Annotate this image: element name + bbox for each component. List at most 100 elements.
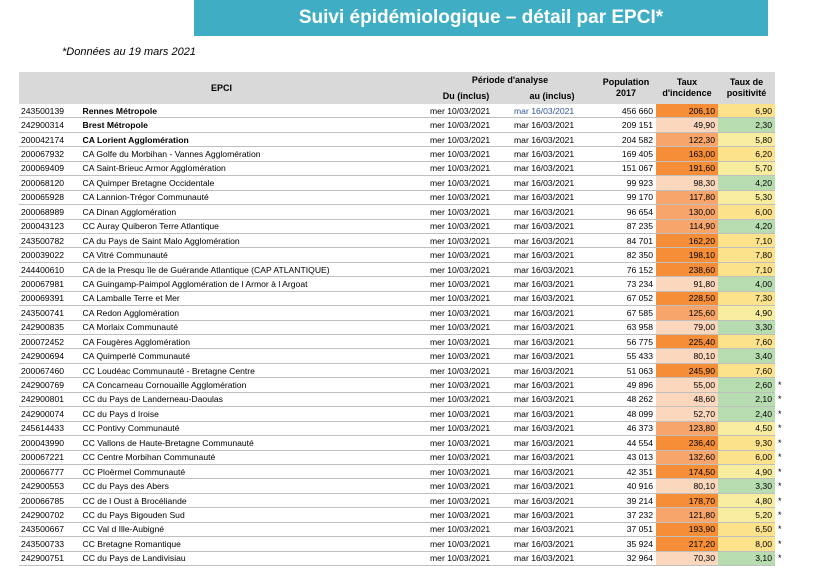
population-cell: 456 660 [596,104,656,119]
epci-code-cell: 245614433 [19,421,79,437]
date-du-cell: mer 10/03/2021 [424,392,508,408]
date-au-cell: mar 16/03/2021 [508,190,596,206]
population-cell: 67 585 [596,305,656,321]
star-marker-cell: * [778,408,782,419]
population-cell: 48 262 [596,392,656,408]
incidence-cell: 193,90 [656,522,718,538]
incidence-cell: 48,60 [656,392,718,408]
date-au-cell: mar 16/03/2021 [508,104,596,119]
date-du-cell: mer 10/03/2021 [424,305,508,321]
header-periode: Période d'analyse [424,72,596,89]
epci-name-cell: CA Guingamp-Paimpol Agglomération de l A… [78,276,424,292]
table-row: 243500667 CC Val d Ille-Aubigné mer 10/03/… [19,522,793,538]
table-row: 200069391 CA Lamballe Terre et Mer mer 10/… [19,291,793,307]
epci-code-cell: 200043123 [19,219,79,234]
star-marker-cell [775,306,793,320]
date-au-cell: mar 16/03/2021 [508,117,596,133]
population-cell: 51 063 [596,363,656,379]
positivity-cell: 6,00 [718,450,775,465]
epci-name-cell: CA Lorient Agglomération [78,132,424,148]
star-marker-cell: * [778,553,782,564]
table-row: 243500139 Rennes Métropole mer 10/03/2021 m… [19,104,793,119]
data-date-note: *Données au 19 mars 2021 [62,46,196,58]
date-au-cell: mar 16/03/2021 [508,478,596,494]
incidence-cell: 198,10 [656,247,718,263]
date-du-cell: mer 10/03/2021 [424,247,508,263]
date-du-cell: mer 10/03/2021 [424,464,508,480]
date-du-cell: mer 10/03/2021 [424,132,508,148]
positivity-cell: 7,60 [718,363,775,379]
epci-name-cell: CC Vallons de Haute-Bretagne Communauté [78,435,424,451]
date-du-cell: mer 10/03/2021 [424,536,508,552]
epci-name-cell: CC du Pays d Iroise [78,406,424,422]
date-au-cell: mar 16/03/2021 [508,305,596,321]
date-au-cell: mar 16/03/2021 [508,334,596,350]
epci-name-cell: CA Dinan Agglomération [78,204,424,220]
positivity-cell: 7,30 [718,291,775,307]
positivity-cell: 2,10 [718,392,775,408]
population-cell: 169 405 [596,146,656,162]
epci-name-cell: CA Saint-Brieuc Armor Agglomération [78,161,424,177]
date-du-cell: mer 10/03/2021 [424,175,508,191]
table-row: 200067460 CC Loudéac Communauté - Bretagn… [19,363,793,379]
epci-code-cell: 200069409 [19,161,79,177]
date-du-cell: mer 10/03/2021 [424,161,508,177]
epci-code-cell: 243500667 [19,522,79,538]
epci-code-cell: 200072452 [19,334,79,350]
star-marker-cell: * [778,509,782,520]
incidence-cell: 125,60 [656,305,718,321]
epci-name-cell: CA Quimper Bretagne Occidentale [78,175,424,191]
incidence-cell: 228,50 [656,291,718,307]
table-row: 200067981 CA Guingamp-Paimpol Agglomérati… [19,276,793,292]
star-marker-cell [775,176,793,190]
epci-name-cell: CC Auray Quiberon Terre Atlantique [78,219,424,234]
star-marker-cell: * [778,524,782,535]
incidence-cell: 117,80 [656,190,718,206]
population-cell: 84 701 [596,233,656,249]
date-au-cell: mar 16/03/2021 [508,320,596,336]
epci-code-cell: 243500782 [19,233,79,249]
date-au-cell: mar 16/03/2021 [508,219,596,234]
epci-name-cell: CC Val d Ille-Aubigné [78,522,424,538]
epci-code-cell: 200042174 [19,132,79,148]
incidence-cell: 55,00 [656,377,718,393]
star-marker-cell [775,363,793,377]
population-cell: 43 013 [596,450,656,465]
table-row: 242900074 CC du Pays d Iroise mer 10/03/20… [19,406,793,422]
epci-code-cell: 200065928 [19,190,79,206]
population-cell: 44 554 [596,435,656,451]
population-cell: 46 373 [596,421,656,437]
positivity-cell: 5,70 [718,161,775,177]
table-row: 200065928 CA Lannion-Trégor Communauté mer… [19,190,793,206]
incidence-cell: 191,60 [656,161,718,177]
date-au-cell: mar 16/03/2021 [508,507,596,523]
star-marker-cell: * [778,452,782,463]
date-du-cell: mer 10/03/2021 [424,363,508,379]
date-au-cell: mar 16/03/2021 [508,262,596,278]
incidence-cell: 225,40 [656,334,718,350]
population-cell: 55 433 [596,348,656,364]
date-au-cell: mar 16/03/2021 [508,161,596,177]
population-cell: 48 099 [596,406,656,422]
incidence-cell: 238,60 [656,262,718,278]
header-population-label: Population 2017 [602,77,650,98]
population-cell: 151 067 [596,161,656,177]
date-du-cell: mer 10/03/2021 [424,204,508,220]
table-row: 200039022 CA Vitré Communauté mer 10/03/20… [19,247,793,263]
epci-name-cell: CC du Pays de Landivisiau [78,551,424,566]
population-cell: 96 654 [596,204,656,220]
positivity-cell: 7,80 [718,247,775,263]
population-cell: 35 924 [596,536,656,552]
table-row: 200067932 CA Golfe du Morbihan - Vannes A… [19,146,793,162]
positivity-cell: 3,40 [718,348,775,364]
epci-name-cell: CC Pontivy Communauté [78,421,424,437]
incidence-cell: 162,20 [656,233,718,249]
date-du-cell: mer 10/03/2021 [424,104,508,119]
date-au-cell: mar 16/03/2021 [508,175,596,191]
table-row: 200043990 CC Vallons de Haute-Bretagne Co… [19,435,793,451]
incidence-cell: 122,30 [656,132,718,148]
incidence-cell: 49,90 [656,117,718,133]
star-marker-cell [775,291,793,305]
star-marker-cell: * [778,538,782,549]
header-epci: EPCI [19,72,424,104]
